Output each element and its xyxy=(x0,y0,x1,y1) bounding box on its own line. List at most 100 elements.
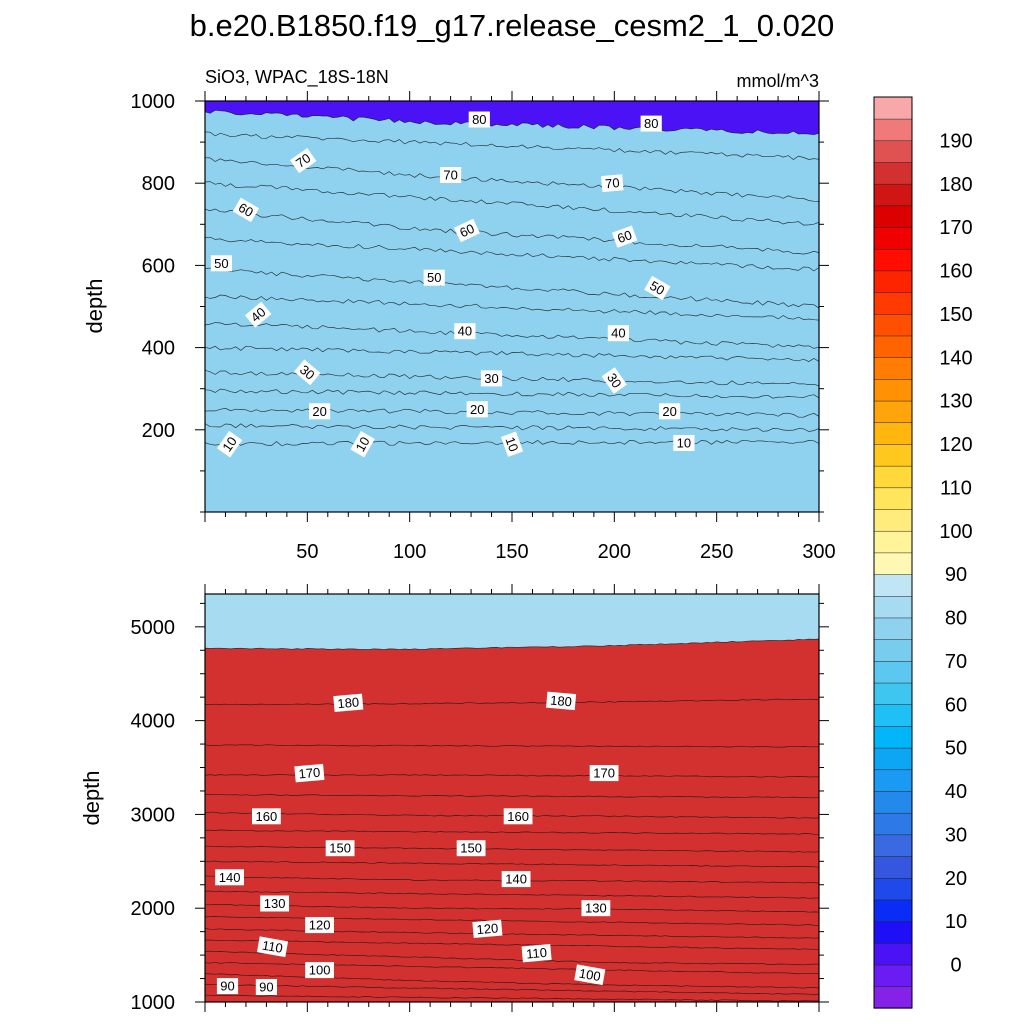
contour-label-box xyxy=(644,275,671,301)
contour-label-box xyxy=(480,370,503,387)
contour-label-box xyxy=(244,301,272,328)
contour-line xyxy=(205,181,819,226)
y-tick-label: 2000 xyxy=(131,898,176,920)
contour-label: 10 xyxy=(500,431,524,457)
contour-label-box xyxy=(294,763,325,783)
colorbar-label: 10 xyxy=(945,911,967,933)
contour-label-box xyxy=(325,840,355,857)
colorbar-swatch xyxy=(873,834,913,857)
y-tick-label: 4000 xyxy=(131,711,176,733)
contour-label-box xyxy=(581,900,611,917)
contour-line xyxy=(205,109,819,136)
contour-label-text: 140 xyxy=(505,872,527,887)
contour-label: 130 xyxy=(260,895,289,912)
colorbar-swatch xyxy=(873,357,913,380)
colorbar-swatch xyxy=(873,725,913,749)
contour-line xyxy=(205,345,819,362)
contour-label: 170 xyxy=(589,765,619,782)
colorbar-swatch xyxy=(873,248,913,272)
contour-line xyxy=(205,157,819,202)
contour-line xyxy=(205,890,819,899)
colorbar-label: 190 xyxy=(939,130,972,152)
colorbar-swatch xyxy=(873,769,913,792)
contour-label: 20 xyxy=(466,401,488,418)
contour-label-text: 50 xyxy=(214,256,228,271)
contour-label: 120 xyxy=(472,919,503,939)
contour-label-box xyxy=(521,943,552,963)
colorbar-label: 130 xyxy=(939,391,972,413)
x-tick-label: 100 xyxy=(393,541,426,563)
contour-label: 50 xyxy=(210,255,232,272)
contour-label-text: 60 xyxy=(236,200,256,220)
y-tick-label: 800 xyxy=(142,173,175,195)
colorbar-swatch xyxy=(873,573,913,597)
contour-line xyxy=(205,903,819,913)
contour-label-box xyxy=(305,917,334,934)
colorbar-label: 150 xyxy=(939,304,972,326)
contour-label: 140 xyxy=(215,869,244,886)
contour-label-text: 70 xyxy=(443,168,457,183)
contour-label-text: 10 xyxy=(502,435,521,454)
colorbar-swatch xyxy=(873,790,913,814)
upper-ylabel: depth xyxy=(82,278,107,333)
colorbar-swatch xyxy=(873,682,913,705)
colorbar-swatch xyxy=(873,140,913,163)
colorbar-swatch xyxy=(873,855,913,879)
contour-label-box xyxy=(260,895,289,912)
contour-label-box xyxy=(466,401,488,418)
contour-label-box xyxy=(333,693,364,713)
colorbar-swatch xyxy=(873,291,913,315)
contour-label-text: 20 xyxy=(312,404,326,419)
contour-label: 80 xyxy=(468,111,490,128)
colorbar-swatch xyxy=(873,226,913,250)
x-tick-label: 150 xyxy=(495,541,528,563)
contour-label: 100 xyxy=(574,964,606,986)
upper-axis-ticks: 50 100 150 200 250 300 200 400 600 800 1000 xyxy=(131,91,836,563)
contour-label: 10 xyxy=(673,435,695,451)
y-tick-label: 200 xyxy=(142,420,175,442)
colorbar-label: 160 xyxy=(939,261,972,283)
contour-label-text: 180 xyxy=(550,692,573,709)
colorbar-label: 70 xyxy=(945,651,967,673)
contour-label-text: 180 xyxy=(337,694,360,711)
colorbar-label: 120 xyxy=(939,434,972,456)
contour-label-box xyxy=(440,167,462,183)
contour-label-text: 150 xyxy=(460,841,482,856)
contour-label-text: 50 xyxy=(647,278,667,298)
contour-label-box xyxy=(503,808,533,825)
colorbar-swatch xyxy=(873,205,913,228)
contour-label: 180 xyxy=(546,691,577,711)
lower-axis-ticks: 1000 2000 3000 4000 5000 xyxy=(131,584,829,1014)
colorbar-swatch xyxy=(873,508,913,532)
contour-label-box xyxy=(456,840,486,857)
contour-label-box xyxy=(216,430,243,458)
contour-label-box xyxy=(256,936,289,958)
y-tick-label: 1000 xyxy=(131,91,176,113)
colorbar-swatch xyxy=(873,942,913,966)
colorbar-label: 170 xyxy=(939,217,972,239)
contour-label-text: 20 xyxy=(470,402,484,417)
colorbar-swatch xyxy=(873,899,913,922)
contour-label: 30 xyxy=(480,370,503,387)
contour-line xyxy=(205,994,819,1002)
contour-label-text: 120 xyxy=(309,918,331,933)
contour-line xyxy=(205,983,819,996)
colorbar-swatch xyxy=(873,96,913,120)
colorbar-swatch xyxy=(873,704,913,727)
x-tick-label: 300 xyxy=(802,541,835,563)
colorbar-label: 180 xyxy=(939,174,972,196)
contour-line xyxy=(205,829,819,835)
contour-label: 100 xyxy=(305,962,334,979)
contour-label-box xyxy=(423,269,445,286)
lower-contour-labels: 90 90 100 100 110 110 120 120 130 130 140 140 150 150… xyxy=(215,691,619,995)
contour-label: 30 xyxy=(601,367,627,394)
contour-label-box xyxy=(454,323,476,340)
contour-label: 170 xyxy=(294,763,325,783)
colorbar-swatch xyxy=(873,747,913,771)
contour-label-text: 130 xyxy=(585,901,607,916)
contour-line xyxy=(205,294,819,321)
contour-label-box xyxy=(546,691,577,711)
contour-line xyxy=(205,131,819,161)
contour-line xyxy=(205,698,819,706)
contour-label-box xyxy=(232,197,260,223)
